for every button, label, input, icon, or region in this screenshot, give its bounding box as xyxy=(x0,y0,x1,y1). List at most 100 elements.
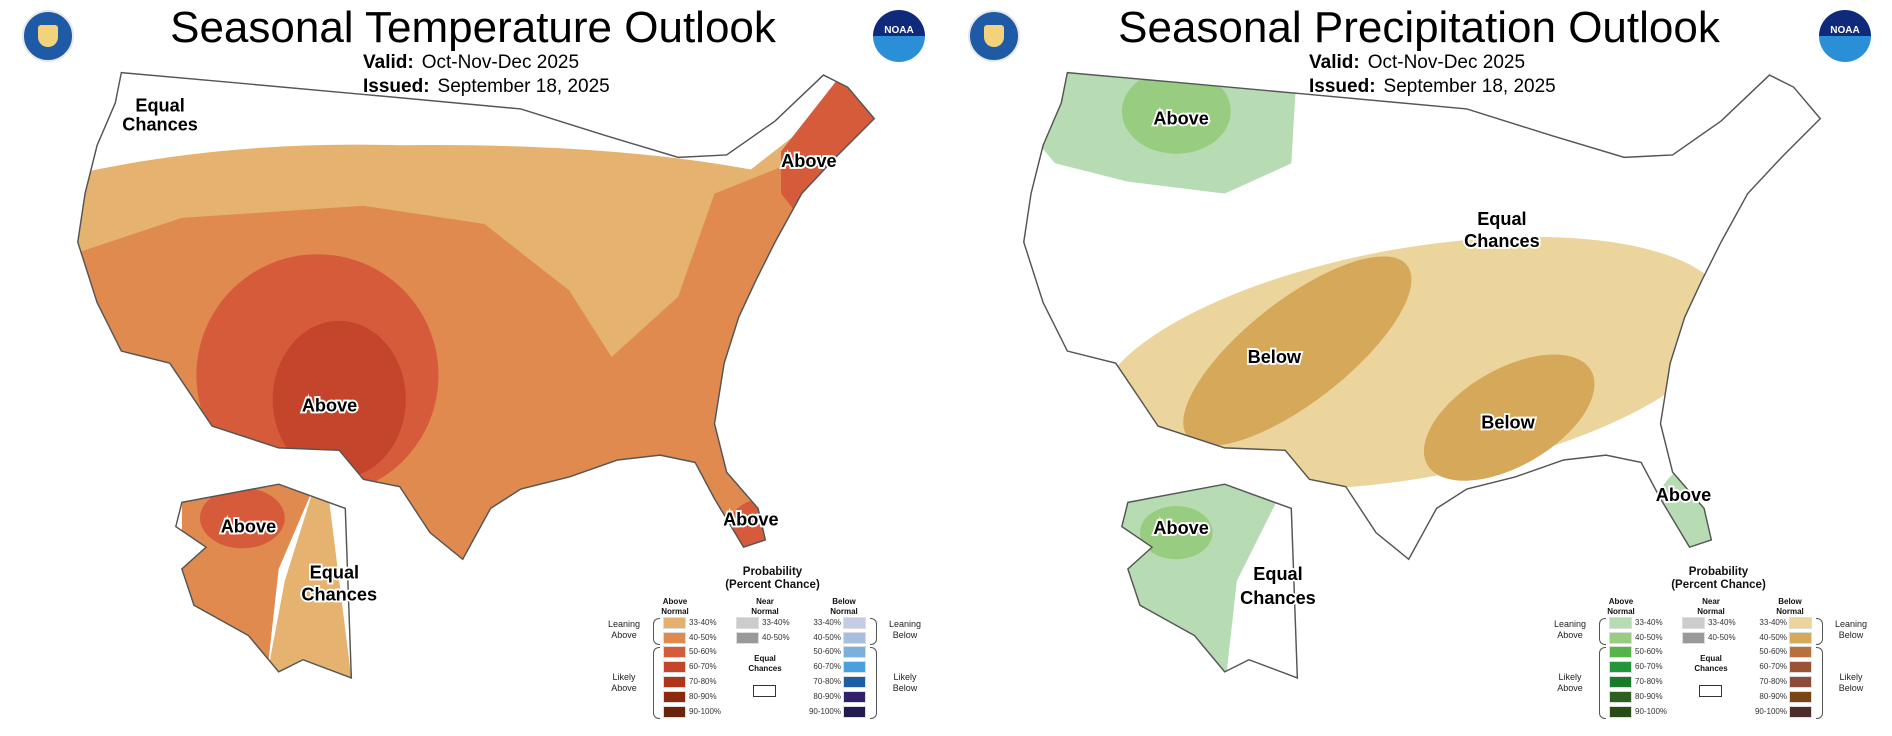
issued-value: September 18, 2025 xyxy=(1383,76,1556,97)
temp-likely-above-60-70-region xyxy=(272,320,406,479)
legend-range-above: 80-90% xyxy=(1635,692,1663,701)
page-title: Seasonal Precipitation Outlook xyxy=(1118,3,1720,52)
map-label-equal-alaska: Equal xyxy=(310,563,359,583)
legend-bracket xyxy=(653,618,660,645)
legend-range-above: 40-50% xyxy=(689,633,717,642)
precipitation-outlook-map: Above Equal Chances Below Below Above Ab… xyxy=(1023,71,1822,679)
legend-leaning-below: Leaning Below xyxy=(888,619,922,640)
legend-range-above: 90-100% xyxy=(1635,707,1668,716)
map-label-equal: Equal xyxy=(135,95,184,115)
legend-range-below: 40-50% xyxy=(813,633,841,642)
legend-equal-chances-swatch xyxy=(753,685,776,697)
legend-swatch-above xyxy=(1609,646,1632,658)
valid-value: Oct-Nov-Dec 2025 xyxy=(421,52,580,73)
legend-bracket xyxy=(870,618,877,645)
temperature-outlook-map: Equal Chances Above Above Above Above Eq… xyxy=(77,71,876,679)
valid-label: Valid: xyxy=(363,52,414,73)
map-label-below-southwest: Below xyxy=(1248,347,1302,367)
map-label-above-northeast: Above xyxy=(781,151,836,171)
map-label-equal: Equal xyxy=(1477,209,1526,229)
map-label-below-south: Below xyxy=(1481,413,1535,433)
map-label-above-florida: Above xyxy=(723,509,778,529)
legend-range-below: 80-90% xyxy=(1759,692,1787,701)
precip-leaning-below-40-50-south-region xyxy=(1423,354,1595,481)
legend-range-above: 70-80% xyxy=(689,677,717,686)
legend-swatch-below xyxy=(1789,617,1812,629)
map-label-above-southwest: Above xyxy=(302,396,357,416)
legend-range-above: 50-60% xyxy=(689,647,717,656)
legend-range-below: 90-100% xyxy=(808,707,841,716)
precip-leaning-above-40-50-region xyxy=(1121,72,1231,154)
legend-swatch-above xyxy=(1609,617,1632,629)
legend-bracket xyxy=(870,647,877,719)
legend-range-below: 90-100% xyxy=(1754,707,1787,716)
legend-range-below: 33-40% xyxy=(1759,618,1787,627)
legend-swatch-above xyxy=(663,691,686,703)
commerce-department-logo xyxy=(968,10,1020,62)
legend-col-near: Near Normal xyxy=(1697,597,1725,616)
commerce-department-logo xyxy=(22,10,74,62)
legend-range-near: 40-50% xyxy=(762,633,790,642)
valid-value: Oct-Nov-Dec 2025 xyxy=(1367,52,1526,73)
legend-range-above: 90-100% xyxy=(689,707,722,716)
legend-swatch-below xyxy=(1789,661,1812,673)
legend-leaning-above: Leaning Above xyxy=(607,619,641,640)
legend-swatch-above xyxy=(1609,706,1632,718)
map-label-equal-alaska: Equal xyxy=(1253,564,1302,584)
map-label-chances-alaska: Chances xyxy=(301,584,377,604)
legend-swatch-above xyxy=(1609,676,1632,688)
legend-range-above: 80-90% xyxy=(689,692,717,701)
map-label-chances: Chances xyxy=(122,115,198,135)
probability-legend: Probability (Percent Chance) Above Normal… xyxy=(1546,560,1891,736)
legend-swatch-below xyxy=(1789,691,1812,703)
precip-florida-above-region xyxy=(1655,466,1734,560)
noaa-logo-text: NOAA xyxy=(1830,25,1860,36)
legend-swatch-near xyxy=(736,632,759,644)
noaa-logo: NOAA xyxy=(1819,10,1871,62)
precipitation-outlook-panel: Above Equal Chances Below Below Above Ab… xyxy=(946,0,1892,736)
map-label-above-florida: Above xyxy=(1656,485,1711,505)
conus-outline xyxy=(1023,71,1822,561)
map-label-above-alaska: Above xyxy=(221,517,276,537)
legend-range-below: 50-60% xyxy=(1759,647,1787,656)
precip-leaning-below-40-50-west-region xyxy=(1183,256,1412,446)
page-title: Seasonal Temperature Outlook xyxy=(170,3,776,52)
legend-swatch-near xyxy=(1682,617,1705,629)
legend-range-above: 70-80% xyxy=(1635,677,1663,686)
legend-range-above: 33-40% xyxy=(689,618,717,627)
legend-range-above: 60-70% xyxy=(689,662,717,671)
legend-range-below: 80-90% xyxy=(813,692,841,701)
legend-swatch-below xyxy=(843,632,866,644)
legend-range-below: 70-80% xyxy=(813,677,841,686)
legend-swatch-above xyxy=(663,632,686,644)
legend-swatch-above xyxy=(663,646,686,658)
legend-swatch-above xyxy=(663,706,686,718)
legend-range-above: 33-40% xyxy=(1635,618,1663,627)
legend-leaning-above: Leaning Above xyxy=(1553,619,1587,640)
issued-line: Issued: September 18, 2025 xyxy=(363,76,610,98)
legend-swatch-below xyxy=(1789,676,1812,688)
map-label-above-northwest: Above xyxy=(1153,109,1208,129)
legend-swatch-below xyxy=(843,661,866,673)
legend-swatch-above xyxy=(1609,691,1632,703)
map-label-above-alaska: Above xyxy=(1153,518,1208,538)
legend-swatch-above xyxy=(1609,632,1632,644)
temperature-outlook-panel: Equal Chances Above Above Above Above Eq… xyxy=(22,3,925,719)
legend-range-below: 40-50% xyxy=(1759,633,1787,642)
legend-bracket xyxy=(1599,647,1606,719)
legend-title: Probability (Percent Chance) xyxy=(725,566,820,591)
legend-range-below: 60-70% xyxy=(1759,662,1787,671)
legend-swatch-below xyxy=(843,676,866,688)
legend-swatch-below xyxy=(843,617,866,629)
map-label-chances-alaska: Chances xyxy=(1240,588,1316,608)
legend-swatch-below xyxy=(1789,632,1812,644)
legend-range-above: 40-50% xyxy=(1635,633,1663,642)
legend-likely-above: Likely Above xyxy=(611,672,637,693)
legend-range-above: 50-60% xyxy=(1635,647,1663,656)
legend-col-above: Above Normal xyxy=(661,597,689,616)
legend-range-near: 33-40% xyxy=(762,618,790,627)
temp-northeast-50-60-region xyxy=(781,72,875,224)
valid-line: Valid: Oct-Nov-Dec 2025 xyxy=(363,52,579,74)
legend-bracket xyxy=(1816,618,1823,645)
legend-equal-chances-swatch xyxy=(1699,685,1722,697)
